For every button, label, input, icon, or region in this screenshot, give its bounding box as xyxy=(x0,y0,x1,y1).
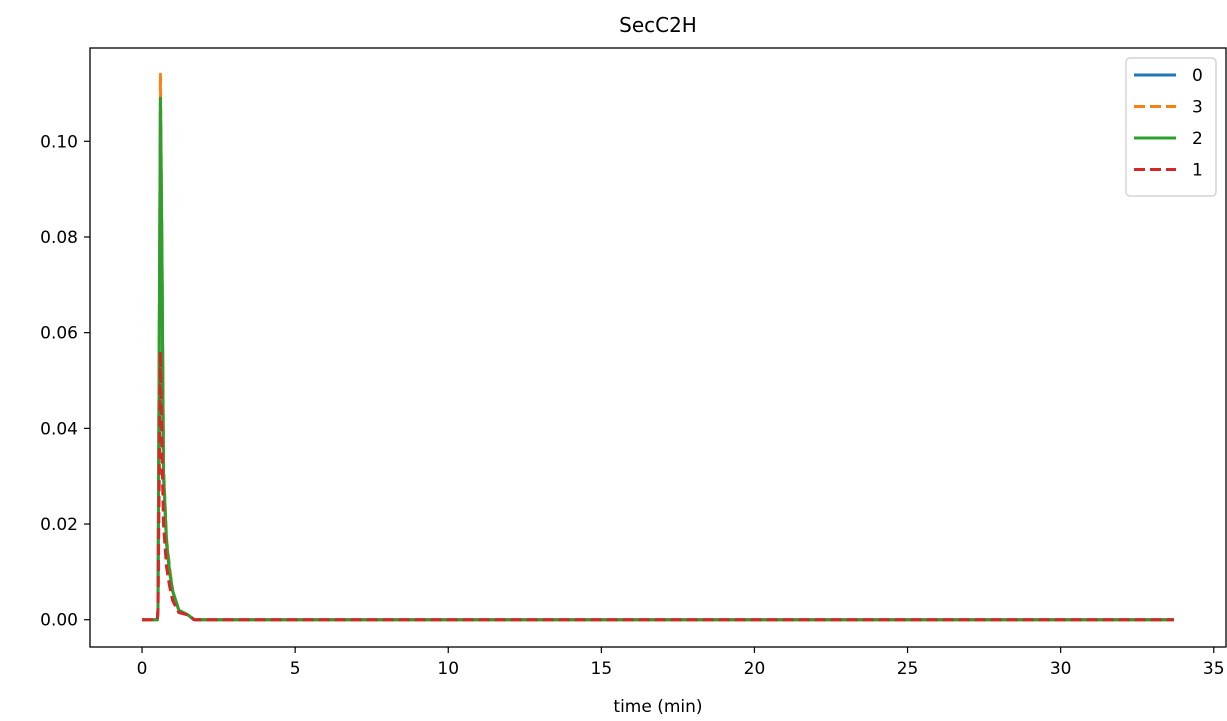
legend-label-0: 0 xyxy=(1192,66,1203,86)
plot-frame xyxy=(89,47,1227,648)
x-tick-label: 0 xyxy=(137,659,148,679)
x-axis: 0 5 10 15 20 25 30 35 xyxy=(137,647,1225,679)
y-tick-label: 0.04 xyxy=(40,419,78,439)
y-tick-label: 0.00 xyxy=(40,611,78,631)
series-line-1 xyxy=(142,350,1174,622)
chart-title: SecC2H xyxy=(619,13,697,37)
y-axis: 0.00 0.02 0.04 0.06 0.08 0.10 xyxy=(40,132,90,631)
x-tick-label: 5 xyxy=(290,659,301,679)
x-tick-label: 25 xyxy=(897,659,919,679)
x-tick-label: 10 xyxy=(437,659,459,679)
x-tick-label: 20 xyxy=(744,659,766,679)
y-tick-label: 0.10 xyxy=(40,132,78,152)
legend-label-3: 3 xyxy=(1192,98,1203,118)
x-axis-label: time (min) xyxy=(613,697,702,717)
legend-label-2: 2 xyxy=(1192,129,1203,149)
x-tick-label: 30 xyxy=(1050,659,1072,679)
series-layer xyxy=(142,72,1174,622)
y-tick-label: 0.06 xyxy=(40,324,78,344)
legend: 0 3 2 1 xyxy=(1125,57,1217,197)
x-tick-label: 15 xyxy=(591,659,613,679)
legend-box xyxy=(1125,57,1217,197)
x-tick-label: 35 xyxy=(1203,659,1225,679)
legend-label-1: 1 xyxy=(1192,161,1203,181)
y-tick-label: 0.02 xyxy=(40,515,78,535)
y-tick-label: 0.08 xyxy=(40,228,78,248)
